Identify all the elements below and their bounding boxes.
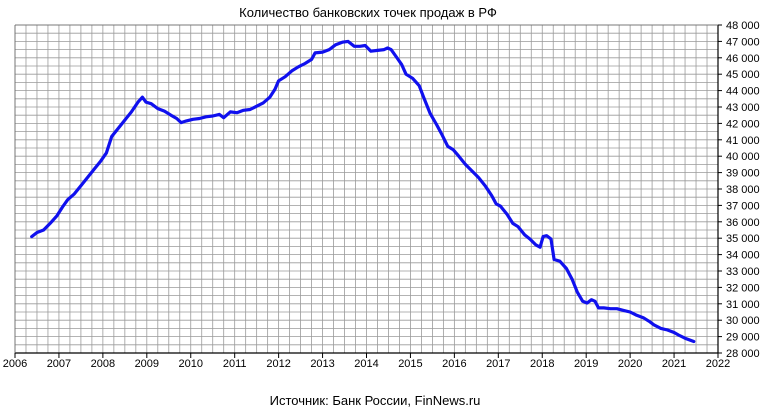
x-tick-label: 2011 [223, 358, 247, 370]
y-tick-label: 39 000 [726, 168, 760, 180]
x-tick-label: 2018 [530, 358, 554, 370]
series-line [30, 39, 696, 344]
y-tick-label: 42 000 [726, 118, 760, 130]
y-tick-label: 46 000 [726, 53, 760, 65]
y-tick-label: 36 000 [726, 217, 760, 229]
series-layer [30, 39, 696, 344]
y-tick-label: 35 000 [726, 233, 760, 245]
y-tick-label: 29 000 [726, 332, 760, 344]
y-axis-ticks: 28 000 29 000 30 000 31 000 32 000 33 000 34 0… [718, 20, 760, 360]
grid [14, 24, 719, 354]
x-tick-label: 2020 [618, 358, 642, 370]
x-tick-label: 2015 [398, 358, 422, 370]
y-tick-label: 43 000 [726, 102, 760, 114]
y-tick-label: 31 000 [726, 299, 760, 311]
y-tick-label: 37 000 [726, 200, 760, 212]
y-tick-label: 40 000 [726, 151, 760, 163]
y-tick-label: 32 000 [726, 282, 760, 294]
x-tick-label: 2007 [47, 358, 71, 370]
x-tick-label: 2019 [574, 358, 598, 370]
y-tick-label: 44 000 [726, 86, 760, 98]
x-tick-label: 2012 [266, 358, 290, 370]
y-tick-label: 41 000 [726, 135, 760, 147]
chart-title: Количество банковских точек продаж в РФ [239, 5, 497, 20]
x-tick-label: 2016 [442, 358, 466, 370]
y-tick-label: 28 000 [726, 348, 760, 360]
y-tick-label: 33 000 [726, 266, 760, 278]
x-tick-label: 2021 [662, 358, 686, 370]
x-tick-label: 2010 [179, 358, 203, 370]
x-tick-label: 2014 [354, 358, 378, 370]
x-tick-label: 2006 [3, 358, 27, 370]
x-tick-label: 2008 [91, 358, 115, 370]
x-tick-label: 2017 [486, 358, 510, 370]
y-tick-label: 34 000 [726, 250, 760, 262]
chart-source: Источник: Банк России, FinNews.ru [270, 393, 481, 408]
x-tick-label: 2013 [310, 358, 334, 370]
y-tick-label: 30 000 [726, 315, 760, 327]
y-tick-label: 38 000 [726, 184, 760, 196]
y-tick-label: 45 000 [726, 69, 760, 81]
y-tick-label: 48 000 [726, 20, 760, 32]
x-axis-ticks: 2006 2007 2008 2009 2010 2011 2012 2013 2014 2015… [3, 353, 730, 370]
x-tick-label: 2022 [706, 358, 730, 370]
y-tick-label: 47 000 [726, 36, 760, 48]
x-tick-label: 2009 [135, 358, 159, 370]
